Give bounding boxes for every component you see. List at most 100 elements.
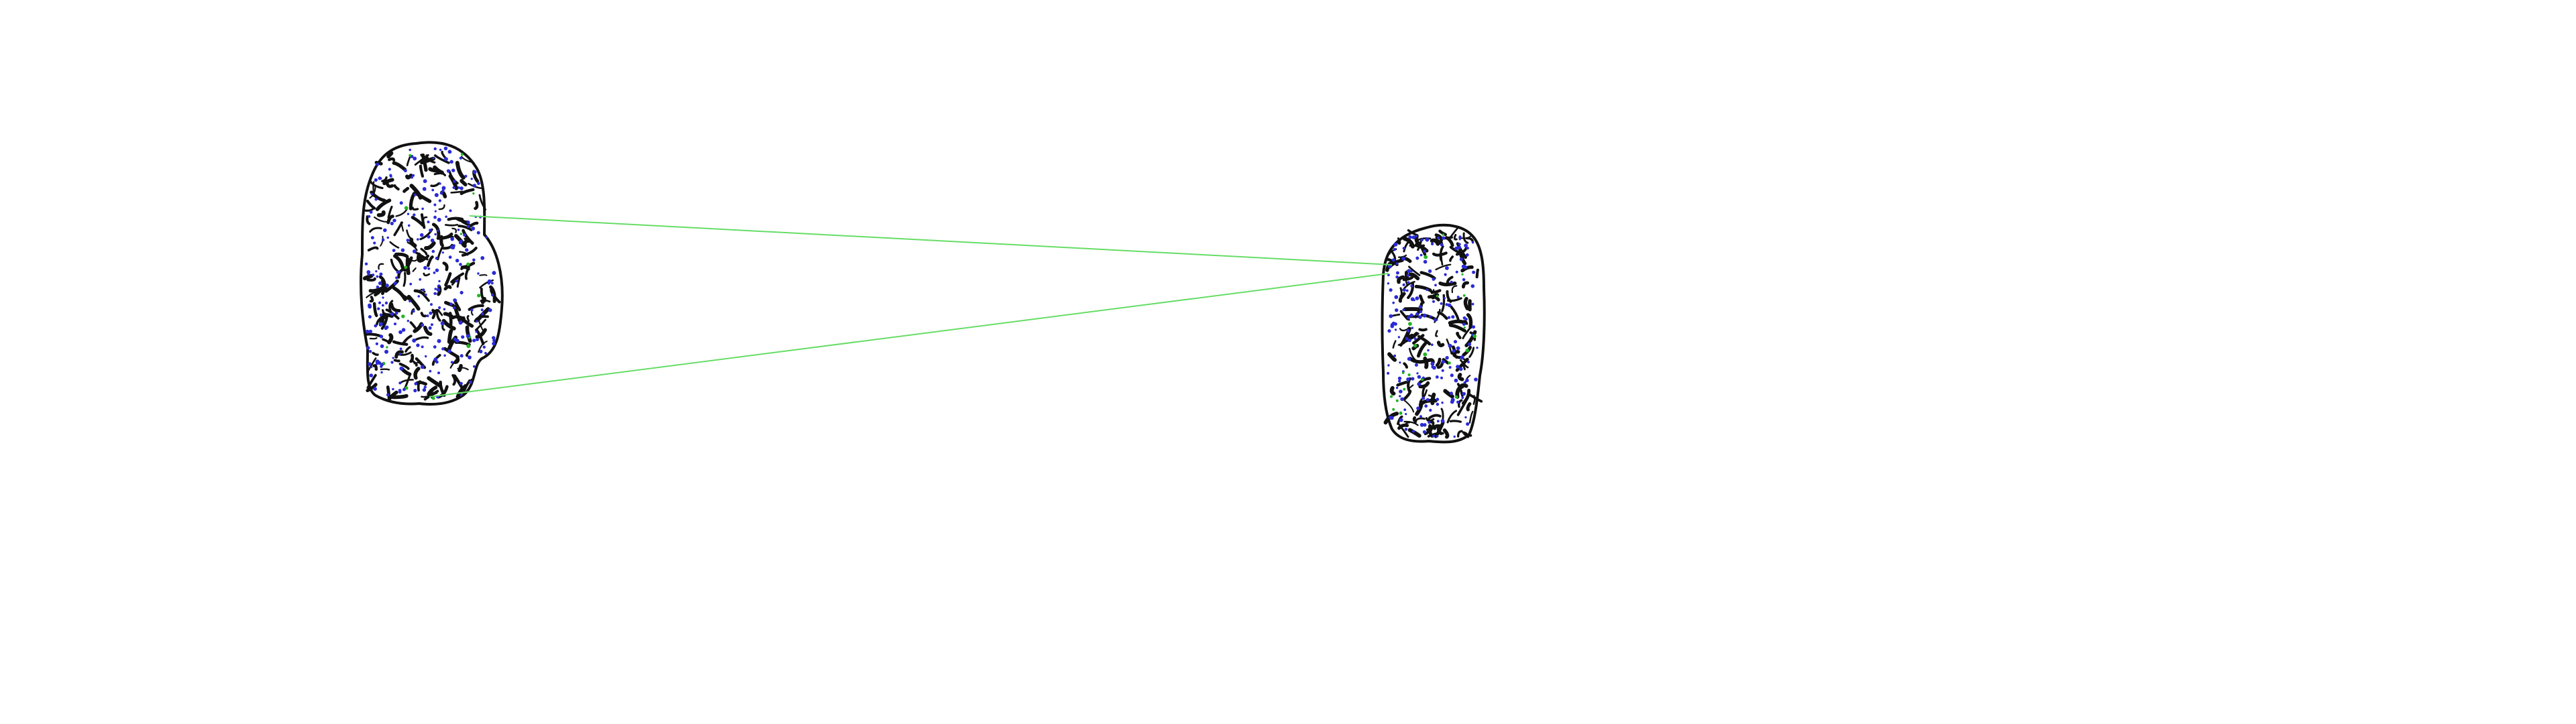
keypoint (427, 221, 430, 224)
keypoint (439, 148, 442, 152)
keypoint (468, 380, 472, 384)
keypoint (476, 320, 478, 323)
keypoint (379, 322, 383, 326)
keypoint (429, 311, 433, 315)
keypoint (1450, 398, 1455, 402)
keypoint (1458, 238, 1461, 241)
keypoint (1453, 435, 1456, 438)
keypoint (1405, 413, 1407, 416)
keypoint (1397, 336, 1401, 339)
keypoint (366, 346, 370, 350)
specimen-left-outline (360, 141, 504, 406)
keypoint (381, 304, 384, 307)
keypoint (1418, 305, 1422, 309)
edge-blob (1435, 263, 1452, 271)
edge-blob (427, 376, 442, 388)
edge-blob (450, 190, 464, 194)
edge-blob (1451, 285, 1458, 294)
keypoint (1429, 408, 1432, 412)
keypoint (1447, 316, 1451, 319)
edge-blob (366, 277, 376, 282)
keypoint (378, 281, 382, 286)
inlier-keypoint (1392, 408, 1395, 411)
keypoint (399, 201, 403, 205)
edge-blob (1463, 432, 1472, 437)
keypoint (1436, 435, 1439, 438)
keypoint (453, 180, 456, 183)
keypoint (398, 330, 402, 335)
keypoint (373, 241, 376, 245)
keypoint (422, 388, 427, 392)
keypoint (1395, 271, 1399, 275)
edge-blob (1458, 383, 1468, 389)
keypoint (1456, 296, 1460, 299)
keypoint (439, 192, 443, 195)
edge-blob (380, 314, 389, 330)
keypoint (1434, 284, 1437, 287)
edge-blob (407, 241, 418, 251)
keypoint (1392, 301, 1395, 304)
keypoint (433, 272, 436, 274)
edge-blob (1428, 414, 1442, 420)
keypoint (1450, 391, 1453, 396)
keypoint (366, 270, 371, 274)
keypoint (1406, 274, 1410, 277)
edge-blob (1403, 420, 1419, 426)
keypoint (1454, 378, 1458, 383)
specimen-right (1381, 223, 1486, 444)
edge-blob (1397, 275, 1405, 284)
keypoint (380, 363, 384, 367)
edge-blob (461, 316, 466, 323)
keypoint (1457, 245, 1462, 249)
keypoint (433, 215, 437, 219)
inlier-keypoint (1454, 395, 1458, 399)
keypoint (374, 178, 378, 182)
keypoint (1406, 328, 1409, 333)
keypoint (1399, 361, 1401, 364)
keypoint (426, 314, 429, 318)
edge-blob (1464, 330, 1477, 347)
keypoint (437, 371, 440, 375)
keypoint (1390, 323, 1394, 326)
edge-blob (1432, 424, 1442, 430)
inlier-keypoint (1389, 395, 1393, 398)
edge-blob (1397, 423, 1409, 430)
keypoint (386, 393, 390, 397)
keypoint (369, 210, 373, 214)
match-line-2 (429, 273, 1389, 398)
keypoint (466, 225, 470, 229)
edge-blob (1420, 389, 1428, 401)
edge-blob (466, 314, 470, 322)
keypoint (1450, 280, 1453, 284)
edge-blob (1458, 235, 1472, 239)
edge-blob (480, 288, 486, 303)
keypoint (1424, 404, 1428, 408)
keypoint (1432, 365, 1436, 370)
keypoint (1402, 247, 1405, 250)
keypoint (428, 326, 432, 330)
keypoint (1395, 308, 1399, 312)
match-lines (429, 215, 1393, 398)
inlier-keypoint (466, 262, 470, 266)
keypoint (432, 157, 435, 160)
edge-blob (1462, 327, 1471, 340)
edge-blob (1460, 265, 1474, 273)
keypoint (368, 315, 372, 319)
keypoint (436, 229, 439, 232)
edge-blob (430, 182, 440, 188)
edge-blob (435, 308, 441, 322)
keypoint (368, 303, 372, 308)
keypoint (1399, 395, 1401, 398)
keypoint (484, 352, 487, 355)
edge-blob (1466, 313, 1473, 329)
keypoint (1440, 243, 1444, 247)
keypoint (365, 329, 370, 334)
keypoint (417, 295, 420, 298)
keypoint (1458, 243, 1461, 246)
inlier-keypoint (386, 346, 388, 349)
edge-blob (433, 165, 444, 175)
keypoint (1411, 326, 1413, 329)
edge-blob (1457, 373, 1464, 381)
keypoint (400, 248, 405, 253)
edge-blob (392, 161, 407, 172)
